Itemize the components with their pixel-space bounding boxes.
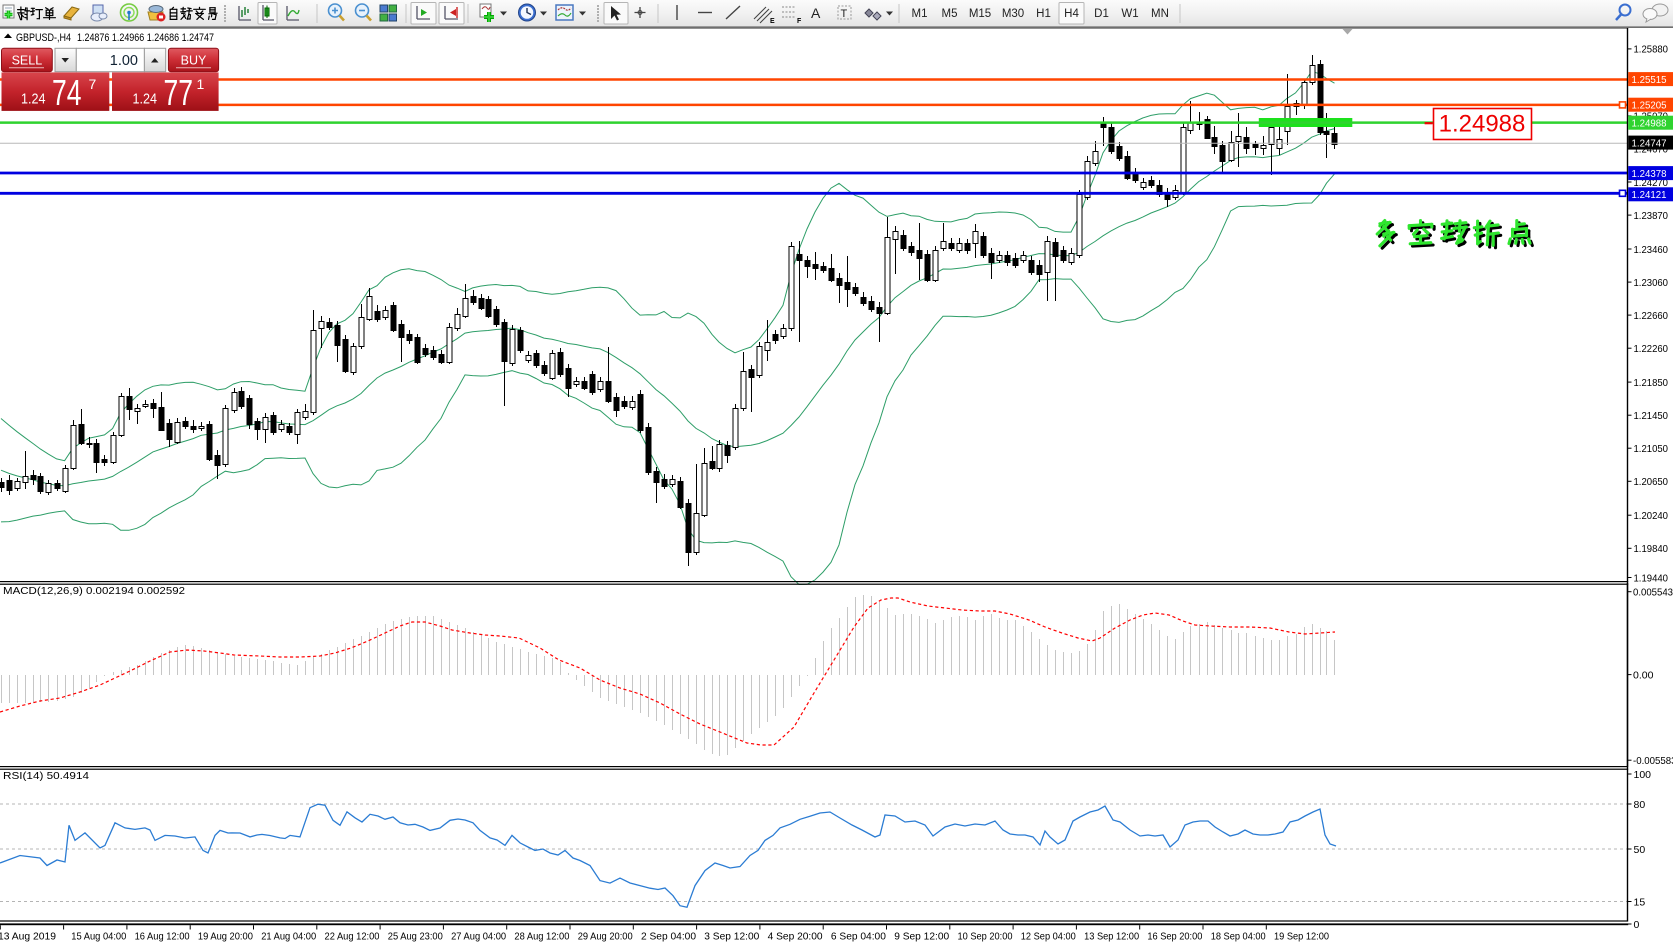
svg-text:1.25880: 1.25880 xyxy=(1634,44,1669,56)
svg-text:3 Sep 12:00: 3 Sep 12:00 xyxy=(704,931,759,943)
svg-text:1.21850: 1.21850 xyxy=(1634,377,1669,389)
svg-text:1.19840: 1.19840 xyxy=(1634,543,1669,555)
svg-text:1.22260: 1.22260 xyxy=(1634,343,1669,355)
svg-text:16 Aug 12:00: 16 Aug 12:00 xyxy=(135,931,190,943)
svg-text:1.24988: 1.24988 xyxy=(1439,111,1526,138)
svg-text:F: F xyxy=(797,18,802,25)
svg-text:22 Aug 12:00: 22 Aug 12:00 xyxy=(325,931,380,943)
svg-text:18 Sep 04:00: 18 Sep 04:00 xyxy=(1211,931,1266,943)
svg-text:E: E xyxy=(770,18,775,25)
svg-text:16 Sep 20:00: 16 Sep 20:00 xyxy=(1147,931,1202,943)
svg-text:A: A xyxy=(811,5,821,21)
svg-text:1.25205: 1.25205 xyxy=(1632,100,1667,112)
svg-text:1.21050: 1.21050 xyxy=(1634,443,1669,455)
svg-text:1.23870: 1.23870 xyxy=(1634,210,1669,222)
svg-text:6 Sep 04:00: 6 Sep 04:00 xyxy=(831,931,886,943)
svg-text:1.24378: 1.24378 xyxy=(1632,168,1667,180)
svg-text:M15: M15 xyxy=(969,8,991,20)
svg-text:SELL: SELL xyxy=(12,54,43,68)
svg-text:28 Aug 12:00: 28 Aug 12:00 xyxy=(514,931,569,943)
svg-text:80: 80 xyxy=(1634,799,1646,811)
svg-text:19 Aug 20:00: 19 Aug 20:00 xyxy=(198,931,253,943)
svg-text:13 Aug 2019: 13 Aug 2019 xyxy=(0,931,56,943)
svg-text:M1: M1 xyxy=(912,8,928,20)
svg-text:GBPUSD-,H4: GBPUSD-,H4 xyxy=(16,32,71,44)
svg-text:1.20650: 1.20650 xyxy=(1634,476,1669,488)
svg-text:MACD(12,26,9) 0.002194 0.00259: MACD(12,26,9) 0.002194 0.002592 xyxy=(3,585,185,597)
svg-text:1.22660: 1.22660 xyxy=(1634,310,1669,322)
svg-text:-0.005583: -0.005583 xyxy=(1633,755,1673,767)
svg-text:0.00: 0.00 xyxy=(1633,669,1654,681)
svg-text:29 Aug 20:00: 29 Aug 20:00 xyxy=(578,931,633,943)
svg-text:13 Sep 12:00: 13 Sep 12:00 xyxy=(1084,931,1139,943)
svg-text:15: 15 xyxy=(1634,896,1646,908)
svg-text:1.24: 1.24 xyxy=(133,92,158,108)
svg-text:77: 77 xyxy=(164,72,194,113)
svg-text:MN: MN xyxy=(1151,8,1169,20)
svg-text:74: 74 xyxy=(52,72,82,113)
svg-text:1: 1 xyxy=(197,76,205,92)
svg-text:D1: D1 xyxy=(1094,8,1109,20)
svg-text:1.20240: 1.20240 xyxy=(1634,510,1669,522)
svg-text:12 Sep 04:00: 12 Sep 04:00 xyxy=(1021,931,1076,943)
svg-text:9 Sep 12:00: 9 Sep 12:00 xyxy=(894,931,949,943)
svg-text:1.24: 1.24 xyxy=(21,92,46,108)
svg-text:BUY: BUY xyxy=(181,54,207,68)
svg-text:19 Sep 12:00: 19 Sep 12:00 xyxy=(1274,931,1329,943)
svg-text:15 Aug 04:00: 15 Aug 04:00 xyxy=(71,931,126,943)
svg-text:1.25515: 1.25515 xyxy=(1632,74,1667,86)
svg-text:2 Sep 04:00: 2 Sep 04:00 xyxy=(641,931,696,943)
svg-text:25 Aug 23:00: 25 Aug 23:00 xyxy=(388,931,443,943)
svg-text:1.23460: 1.23460 xyxy=(1634,244,1669,256)
svg-text:M30: M30 xyxy=(1002,8,1024,20)
svg-text:21 Aug 04:00: 21 Aug 04:00 xyxy=(261,931,316,943)
svg-text:27 Aug 04:00: 27 Aug 04:00 xyxy=(451,931,506,943)
svg-text:T: T xyxy=(841,8,848,20)
svg-text:1.24121: 1.24121 xyxy=(1632,189,1667,201)
svg-text:7: 7 xyxy=(89,76,97,92)
svg-text:1.21450: 1.21450 xyxy=(1634,410,1669,422)
svg-text:1.19440: 1.19440 xyxy=(1634,572,1669,584)
svg-text:H4: H4 xyxy=(1064,8,1079,20)
svg-text:W1: W1 xyxy=(1121,8,1138,20)
svg-text:100: 100 xyxy=(1634,769,1652,781)
svg-text:10 Sep 20:00: 10 Sep 20:00 xyxy=(958,931,1013,943)
svg-text:RSI(14) 50.4914: RSI(14) 50.4914 xyxy=(3,770,89,782)
svg-text:50: 50 xyxy=(1634,844,1646,856)
svg-text:1.24747: 1.24747 xyxy=(1632,137,1667,149)
svg-text:1.24876 1.24966 1.24686 1.2474: 1.24876 1.24966 1.24686 1.24747 xyxy=(77,32,214,44)
svg-text:1.00: 1.00 xyxy=(110,53,138,69)
svg-text:1.24988: 1.24988 xyxy=(1632,118,1667,130)
svg-text:4 Sep 20:00: 4 Sep 20:00 xyxy=(768,931,823,943)
svg-text:H1: H1 xyxy=(1036,8,1051,20)
svg-text:0.005543: 0.005543 xyxy=(1633,587,1673,599)
svg-text:0: 0 xyxy=(1634,919,1640,931)
svg-text:M5: M5 xyxy=(942,8,958,20)
svg-text:1.23060: 1.23060 xyxy=(1634,277,1669,289)
